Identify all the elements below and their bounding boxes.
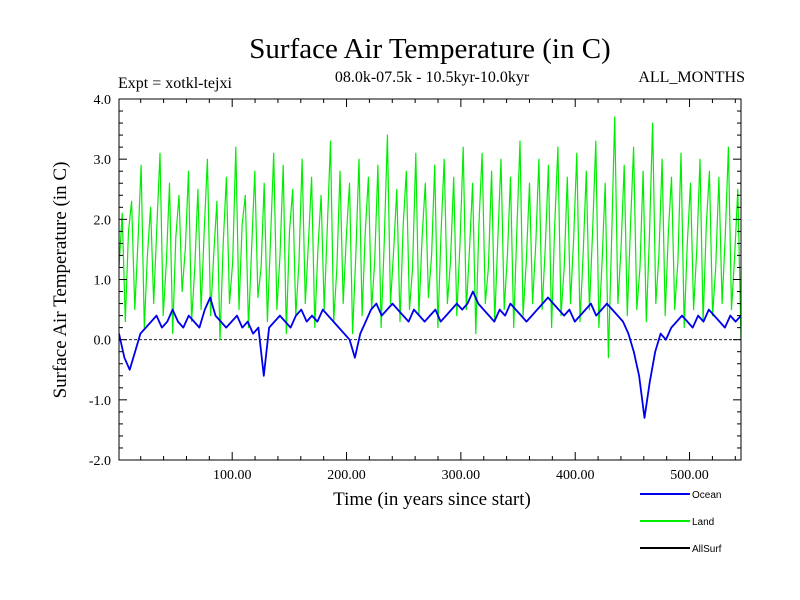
y-tick-label: 0.0 <box>94 334 112 349</box>
legend-label-ocean: Ocean <box>692 490 721 501</box>
experiment-label: Expt = xotkl-tejxi <box>118 75 232 92</box>
x-tick-label: 200.00 <box>327 468 366 483</box>
y-tick-label: 1.0 <box>94 274 112 289</box>
y-tick-label: 3.0 <box>94 153 112 168</box>
y-tick-label: 4.0 <box>94 93 112 108</box>
x-tick-label: 300.00 <box>442 468 481 483</box>
x-tick-label: 500.00 <box>670 468 709 483</box>
legend-label-allsurf: AllSurf <box>692 544 722 555</box>
series-line-land <box>119 116 741 359</box>
x-axis-label: Time (in years since start) <box>333 489 531 510</box>
legend-label-land: Land <box>692 517 714 528</box>
legend: Ocean Land AllSurf <box>640 490 722 555</box>
y-tick-label: -2.0 <box>89 454 111 469</box>
y-axis-label: Surface Air Temperature (in C) <box>50 162 71 399</box>
axis-ticks: 100.00 200.00 300.00 400.00 500.00 -2.0 -1.0 0.… <box>89 93 741 483</box>
x-tick-label: 400.00 <box>556 468 595 483</box>
y-tick-label: 2.0 <box>94 213 112 228</box>
ocean-series <box>119 290 741 419</box>
y-tick-label: -1.0 <box>89 394 111 409</box>
chart-title: Surface Air Temperature (in C) <box>249 33 610 65</box>
x-tick-label: 100.00 <box>213 468 252 483</box>
series-line-ocean <box>119 290 741 419</box>
land-series <box>119 116 741 359</box>
months-label: ALL_MONTHS <box>638 69 745 86</box>
period-label: 08.0k-07.5k - 10.5kyr-10.0kyr <box>335 69 530 86</box>
